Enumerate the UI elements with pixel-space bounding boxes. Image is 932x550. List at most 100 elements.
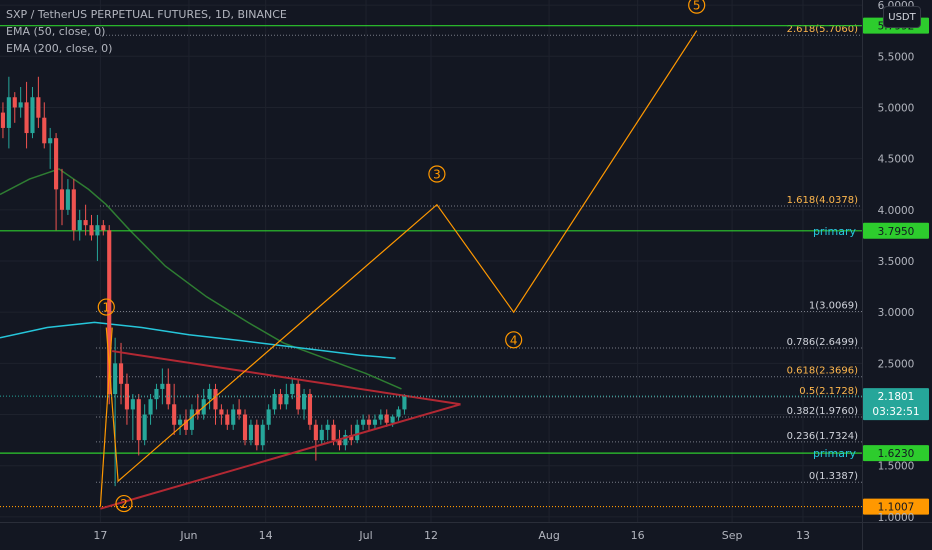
wave-label: 3 <box>433 168 441 182</box>
wave-label: 2 <box>120 497 128 511</box>
time-axis-tick: 13 <box>796 529 810 542</box>
candle-body <box>343 435 348 446</box>
price-axis-tick: 4.0000 <box>878 205 915 217</box>
triangle-line <box>100 403 461 510</box>
price-axis-marker <box>863 498 929 515</box>
fib-level-label: 2.618(5.7060) <box>787 24 859 35</box>
price-axis-tick: 1.5000 <box>878 461 915 473</box>
currency-button[interactable]: USDT <box>883 6 921 28</box>
candle-body <box>166 383 171 405</box>
wave-path <box>105 30 698 483</box>
wave-label-circle <box>115 494 133 513</box>
last-price-marker <box>863 388 929 421</box>
candle-body <box>213 388 218 410</box>
fibonacci-levels: 2.618(5.7060) 1.618(4.0378) 1(3.0069) 0.786… <box>96 24 862 483</box>
time-axis-tick: Aug <box>538 529 559 542</box>
candle-body <box>6 97 11 128</box>
candle-body <box>154 388 159 400</box>
candle-body <box>54 138 59 190</box>
candle-body <box>89 225 94 236</box>
horizontal-line-tag: primary <box>813 225 857 238</box>
candle-body <box>284 394 289 405</box>
candle-body <box>260 424 265 446</box>
wave-label: 4 <box>510 333 518 347</box>
candle-body <box>83 220 88 226</box>
time-axis: 17 Jun 14 Jul 12 Aug 16 Sep 13 <box>93 529 810 542</box>
candle-body <box>296 383 301 410</box>
candles <box>0 76 407 487</box>
candle-body <box>124 383 130 410</box>
candle-body <box>107 230 112 395</box>
candle-body <box>12 97 17 108</box>
wave-segment <box>99 327 113 507</box>
fib-level-label: 0(1.3387) <box>809 471 858 482</box>
time-axis-tick: Jun <box>179 529 197 542</box>
price-axis-marker-label: 3.7950 <box>878 226 915 238</box>
candle-body <box>242 414 248 441</box>
candle-body <box>160 383 165 389</box>
price-axis-tick: 5.5000 <box>878 51 915 63</box>
candle-body <box>366 419 372 425</box>
candle-body <box>172 404 177 425</box>
fib-level-label: 0.618(2.3696) <box>787 366 859 377</box>
last-price-label: 2.1801 <box>878 391 915 403</box>
price-axis-marker <box>863 222 929 239</box>
candle-body <box>231 409 236 425</box>
candle-body <box>118 363 124 384</box>
candle-body <box>36 97 41 118</box>
candle-body <box>183 419 189 430</box>
candle-body <box>248 424 253 441</box>
candle-body <box>178 419 183 425</box>
price-axis-tick: 3.0000 <box>878 307 915 319</box>
fib-level-label: 0.382(1.9760) <box>787 406 859 417</box>
wave-label-circle <box>688 0 706 14</box>
candle-body <box>42 117 47 144</box>
wave-label-circle <box>97 298 115 316</box>
candle-body <box>290 383 295 395</box>
time-axis-tick: 16 <box>631 529 645 542</box>
price-axis-marker-label: 1.1007 <box>878 502 915 514</box>
candle-body <box>148 399 153 415</box>
candle-body <box>325 424 330 430</box>
legend-ema50[interactable]: EMA (50, close, 0) <box>6 25 106 38</box>
candle-body <box>390 416 395 423</box>
fib-level-label: 1.618(4.0378) <box>787 195 859 206</box>
candle-body <box>219 409 224 415</box>
candle-body <box>313 424 318 441</box>
candle-body <box>307 394 313 425</box>
price-axis-marker-label: 1.6230 <box>878 448 915 460</box>
candle-body <box>113 363 118 395</box>
candle-body <box>402 396 407 410</box>
candle-body <box>30 97 35 134</box>
price-axis-tick: 5.0000 <box>878 102 915 114</box>
legend-symbol[interactable]: SXP / TetherUS PERPETUAL FUTURES, 1D, BI… <box>6 8 287 21</box>
ema50-line <box>0 168 402 390</box>
price-axis-tick: 2.5000 <box>878 358 915 370</box>
legend-ema200[interactable]: EMA (200, close, 0) <box>6 42 113 55</box>
candle-body <box>331 424 336 441</box>
time-axis-tick: Sep <box>722 529 743 542</box>
candle-body <box>48 138 53 144</box>
time-axis-tick: Jul <box>358 529 372 542</box>
candle-body <box>237 409 242 415</box>
candle-body <box>142 414 147 441</box>
candle-body <box>65 189 70 210</box>
candle-body <box>130 399 135 410</box>
elliott-waves: 1 2 3 4 5 <box>97 0 706 513</box>
candle-body <box>59 189 65 210</box>
price-axis-tick: 4.5000 <box>878 154 915 166</box>
fib-level-label: 1(3.0069) <box>809 300 858 311</box>
candle-body <box>189 409 194 430</box>
triangle-pattern <box>100 350 461 510</box>
candle-body <box>349 435 354 441</box>
candle-body <box>278 394 283 405</box>
candle-body <box>319 429 324 441</box>
candle-body <box>361 419 366 425</box>
candle-body <box>355 424 360 441</box>
candle-body <box>272 394 277 410</box>
price-axis-tick: 3.5000 <box>878 256 915 268</box>
candle-body <box>254 424 259 446</box>
wave-label: 1 <box>102 301 110 315</box>
